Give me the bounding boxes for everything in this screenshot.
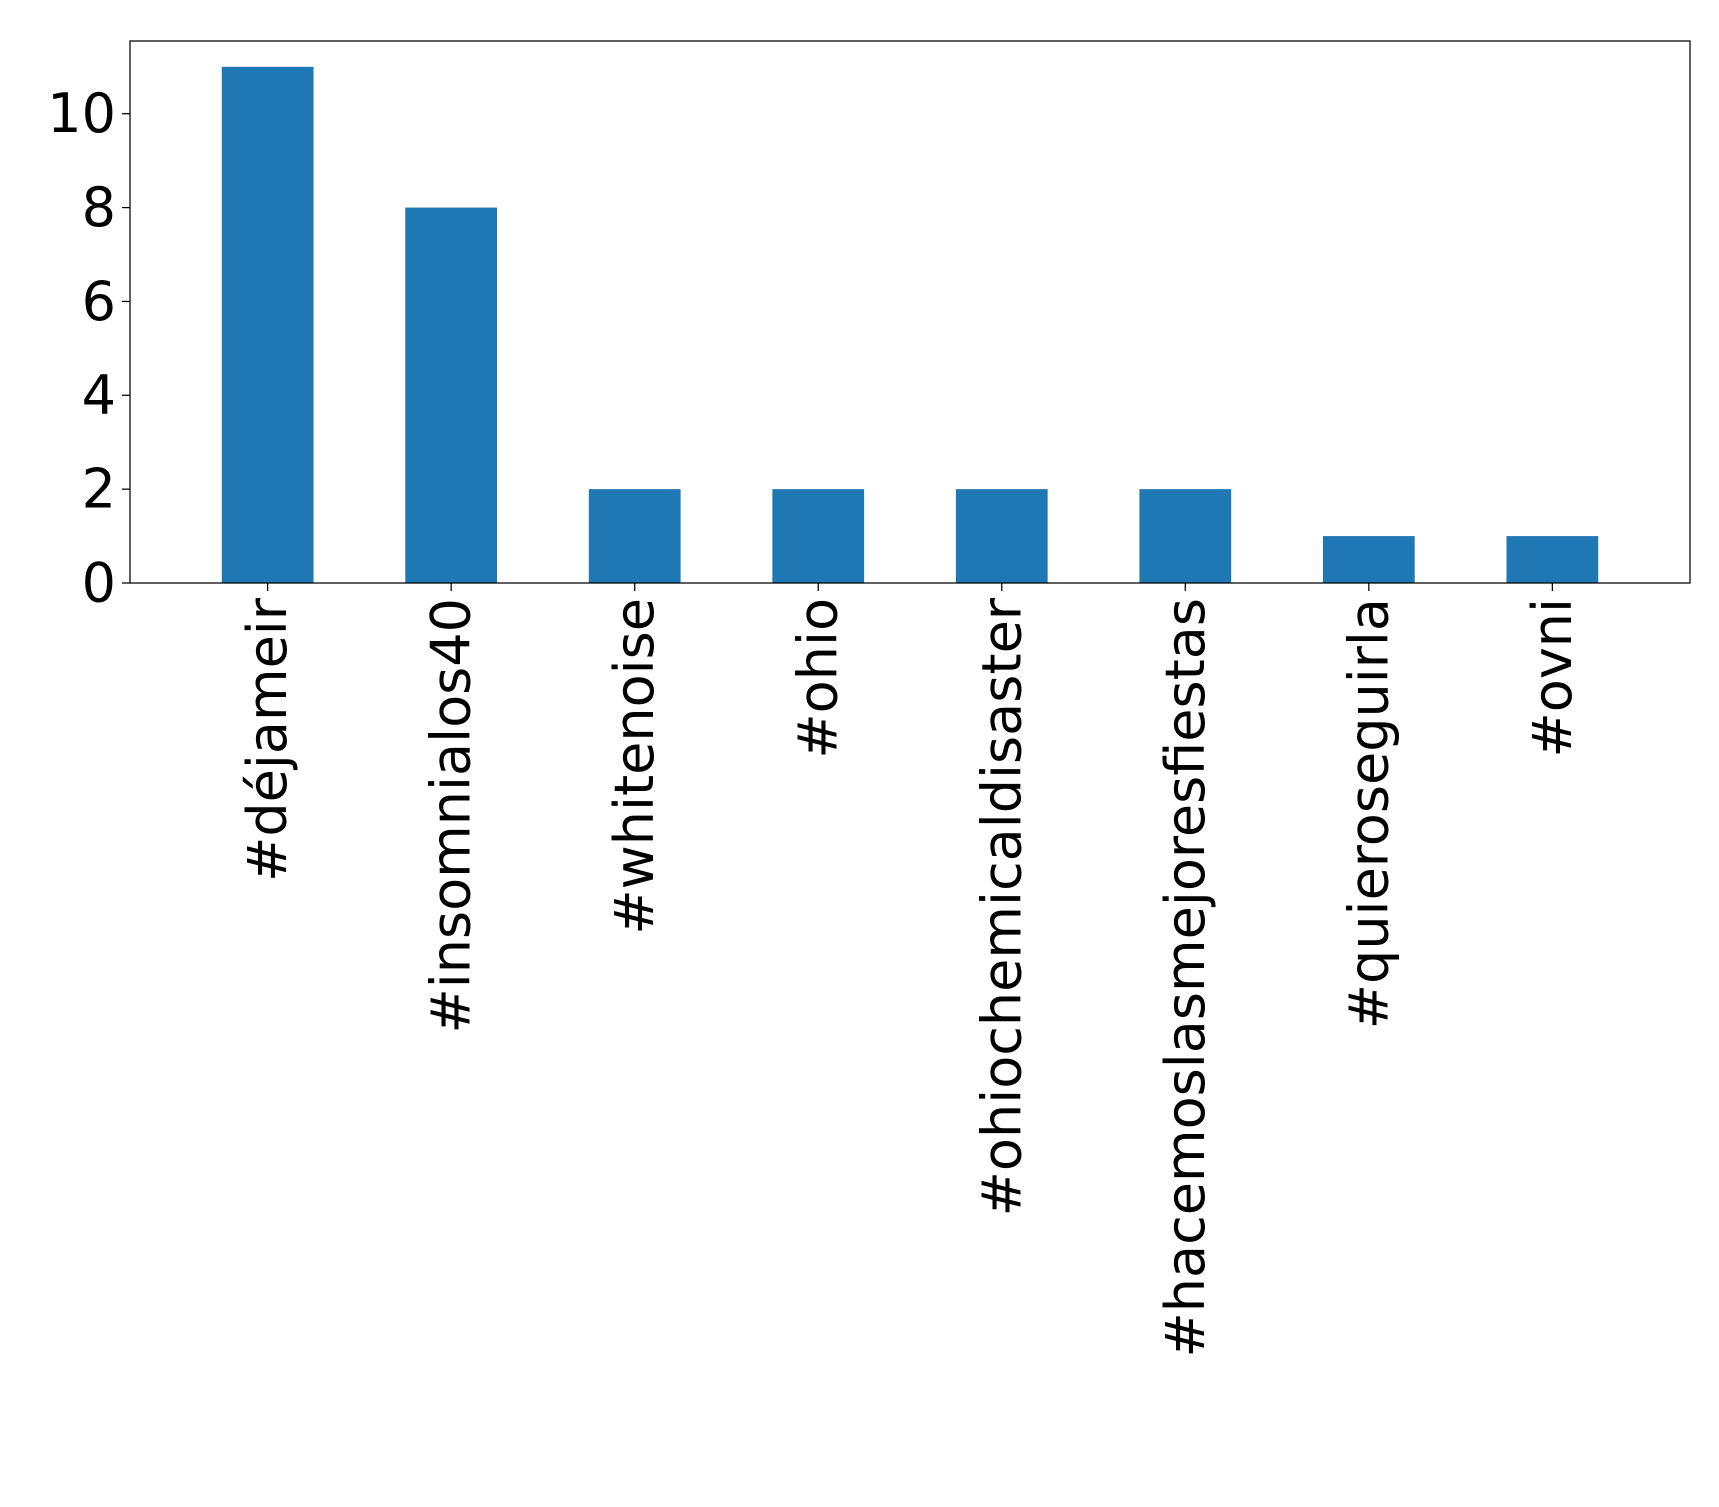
- bar-1: [405, 207, 498, 583]
- bar-0: [221, 66, 314, 584]
- x-tick-label: #ohiochemicaldisaster: [970, 597, 1033, 1216]
- plot-frame: [129, 40, 1691, 584]
- y-tick-label: 2: [82, 458, 116, 521]
- x-tick-label: #quieroseguirla: [1337, 598, 1400, 1029]
- bar-4: [955, 489, 1048, 583]
- bar-2: [588, 489, 681, 583]
- x-tick-label: #déjameir: [236, 597, 299, 882]
- x-tick-label: #ovni: [1521, 598, 1584, 757]
- bar-7: [1506, 536, 1599, 583]
- y-tick-label: 8: [82, 176, 116, 239]
- y-axis: 0 2 4 6 8 10: [47, 82, 130, 615]
- y-tick-label: 10: [47, 82, 116, 145]
- bar-6: [1322, 536, 1415, 583]
- x-tick-label: #ohio: [787, 598, 850, 759]
- x-tick-label: #hacemoslasmejoresfiestas: [1154, 598, 1217, 1357]
- bar-3: [772, 489, 865, 583]
- x-tick-label: #whitenoise: [603, 598, 666, 935]
- bar-5: [1139, 489, 1232, 583]
- x-tick-label: #insomnialos40: [420, 598, 483, 1033]
- y-tick-label: 6: [82, 270, 116, 333]
- bars: [221, 66, 1599, 584]
- y-tick-label: 4: [82, 364, 116, 427]
- y-tick-label: 0: [82, 552, 116, 615]
- x-axis: #déjameir #insomnialos40 #whitenoise #ohio #…: [236, 583, 1584, 1357]
